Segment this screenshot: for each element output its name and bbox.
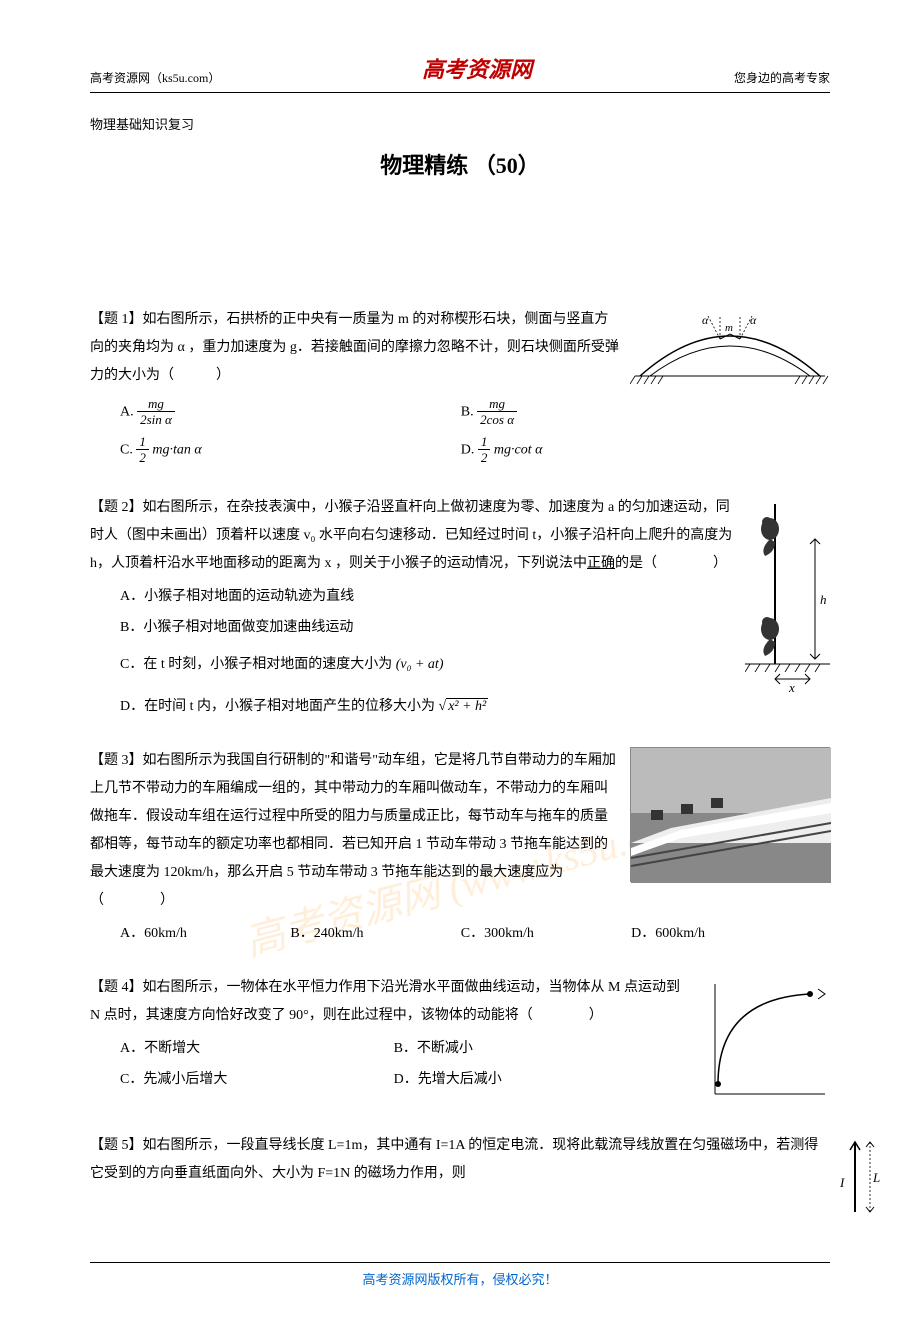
q4-body: 如右图所示，一物体在水平恒力作用下沿光滑水平面做曲线运动，当物体从 M 点运动到…	[90, 980, 680, 1023]
q4-options-row2: C．先减小后增大 D．先增大后减小	[90, 1067, 690, 1092]
svg-text:x: x	[788, 680, 795, 694]
q3-body: 如右图所示为我国自行研制的"和谐号"动车组，它是将几节自带动力的车厢加上几节不带…	[90, 753, 616, 908]
q3-options: A．60km/h B．240km/h C．300km/h D．600km/h	[90, 921, 830, 946]
curve-figure	[700, 974, 830, 1104]
train-figure	[630, 747, 830, 882]
q4-option-b: B．不断减小	[394, 1036, 668, 1061]
svg-text:m: m	[725, 322, 733, 334]
question-4: 【题 4】如右图所示，一物体在水平恒力作用下沿光滑水平面做曲线运动，当物体从 M…	[90, 974, 830, 1104]
q2-underline: 正确	[587, 556, 615, 571]
q3-label: 【题 3】	[90, 753, 143, 768]
q4-label: 【题 4】	[90, 980, 143, 995]
q3-option-b: B．240km/h	[290, 921, 460, 946]
q3-option-d: D．600km/h	[631, 921, 801, 946]
page-header: 高考资源网（ks5u.com） 高考资源网 您身边的高考专家	[90, 50, 830, 93]
q5-label: 【题 5】	[90, 1138, 143, 1153]
q2-after: 的是（ ）	[615, 556, 727, 571]
q1-option-a: A. mg2sin α	[120, 396, 461, 428]
question-1: α α m 【题 1】如右图所示，石拱桥的正中央有一质量为 m 的对称楔形石块，…	[90, 306, 830, 466]
q2-option-d: D．在时间 t 内，小猴子相对地面产生的位移大小为 √x² + h²	[90, 694, 830, 719]
q1-body: 如右图所示，石拱桥的正中央有一质量为 m 的对称楔形石块，侧面与竖直方向的夹角均…	[90, 312, 619, 383]
main-title: 物理精练 （50）	[90, 146, 830, 186]
arch-figure: α α m	[630, 306, 830, 396]
q2-label: 【题 2】	[90, 500, 143, 515]
question-3: 高考资源网 (www.ks5u.com) 【题 3】如右图所示为我国自行研制的"…	[90, 747, 830, 946]
subtitle: 物理基础知识复习	[90, 113, 830, 136]
page-footer: 高考资源网版权所有，侵权必究！	[90, 1262, 830, 1291]
q4-options-row1: A．不断增大 B．不断减小	[90, 1036, 690, 1061]
q2-option-a: A．小猴子相对地面的运动轨迹为直线	[90, 584, 830, 609]
svg-text:α: α	[750, 313, 757, 327]
q1-label: 【题 1】	[90, 312, 143, 327]
svg-text:L: L	[872, 1170, 880, 1185]
q1-option-c: C. 12 mg·tan α	[120, 434, 461, 466]
svg-text:I: I	[840, 1175, 845, 1190]
svg-text:h: h	[820, 592, 827, 607]
svg-text:α: α	[702, 313, 709, 327]
q5-body: 如右图所示，一段直导线长度 L=1m，其中通有 I=1A 的恒定电流．现将此载流…	[90, 1138, 818, 1181]
header-right-text: 您身边的高考专家	[734, 68, 830, 90]
question-5: I L 【题 5】如右图所示，一段直导线长度 L=1m，其中通有 I=1A 的恒…	[90, 1132, 830, 1222]
q1-option-d: D. 12 mg·cot α	[461, 434, 802, 466]
question-2: h x 【题 2】如右图所示，在杂技表演中，小猴子沿竖直杆向上做初速度为零、加速…	[90, 494, 830, 719]
q4-option-a: A．不断增大	[120, 1036, 394, 1061]
q3-option-a: A．60km/h	[120, 921, 290, 946]
q5-text: 【题 5】如右图所示，一段直导线长度 L=1m，其中通有 I=1A 的恒定电流．…	[90, 1132, 830, 1188]
q4-option-c: C．先减小后增大	[120, 1067, 394, 1092]
header-left-text: 高考资源网（ks5u.com）	[90, 68, 220, 90]
q1-option-b: B. mg2cos α	[461, 396, 802, 428]
monkey-figure: h x	[745, 494, 830, 694]
q1-options-row1: A. mg2sin α B. mg2cos α	[90, 396, 830, 428]
q2-text: 【题 2】如右图所示，在杂技表演中，小猴子沿竖直杆向上做初速度为零、加速度为 a…	[90, 494, 830, 578]
q4-option-d: D．先增大后减小	[394, 1067, 668, 1092]
q2-option-c: C．在 t 时刻，小猴子相对地面的速度大小为 (v₀ + at)	[90, 652, 830, 677]
q2-option-b: B．小猴子相对地面做变加速曲线运动	[90, 615, 830, 640]
header-center-logo: 高考资源网	[422, 50, 532, 90]
q3-option-c: C．300km/h	[461, 921, 631, 946]
q1-options-row2: C. 12 mg·tan α D. 12 mg·cot α	[90, 434, 830, 466]
wire-figure: I L	[840, 1132, 880, 1222]
